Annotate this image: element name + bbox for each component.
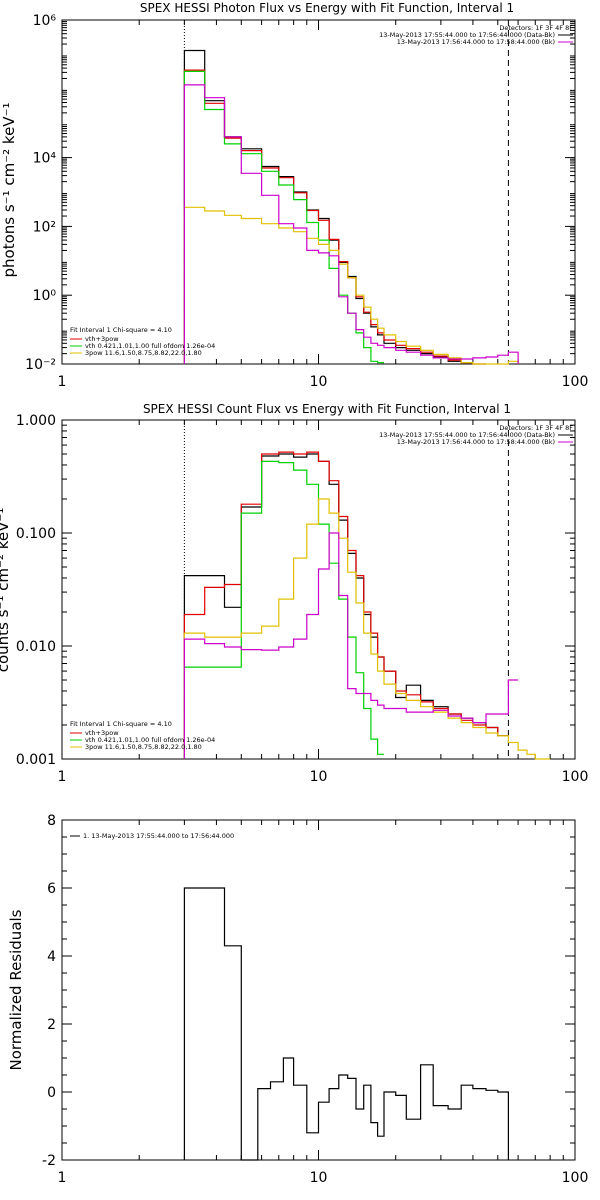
x-tick-label: 10 [310,769,328,785]
y-tick-label: 8 [47,813,56,829]
y-tick-label: 10² [33,219,56,235]
series-data-bk-histogram [183,49,462,364]
photon-flux-series [183,20,519,365]
count-flux-series [183,420,551,760]
x-tick-label: 1 [58,1170,67,1186]
y-tick-label: 10⁰ [33,288,57,304]
legend-detectors: Detectors: 1F 3F 4F 8F [499,24,573,32]
legend-entry-3pow: 3pow 11.6,1.50,8.75,8.82,22.0,1.80 [85,349,202,357]
photon-flux-y-axis-label: photons s⁻¹ cm⁻² keV⁻¹ [0,103,18,278]
y-tick-label: 6 [47,881,56,897]
x-tick-label: 10 [310,374,328,390]
legend-entry-data-bk: 13-May-2013 17:55:44.000 to 17:56:44.000… [379,31,555,39]
residuals-series [183,887,509,1161]
x-tick-label: 1 [58,769,67,785]
count-flux-legend-bottom: Fit Interval 1 Chi-square = 4.10 vth+3po… [70,720,215,751]
y-tick-label: 10⁶ [33,13,57,29]
photon-flux-axis-ticks: 1 10 100 10⁻² 10⁰ 10² 10⁴ 10⁶ [25,13,588,390]
photon-flux-legend-top: Detectors: 1F 3F 4F 8F 13-May-2013 17:55… [379,24,573,46]
x-tick-label: 100 [562,1170,589,1186]
x-tick-label: 1 [58,374,67,390]
y-tick-label: 0.001 [16,752,56,768]
residuals-y-axis-label: Normalized Residuals [7,909,25,1070]
count-flux-y-axis-label: counts s⁻¹ cm⁻² keV⁻¹ [0,508,12,673]
legend-fit-interval: Fit Interval 1 Chi-square = 4.10 [70,326,172,334]
legend-entry-vth3pow: vth+3pow [85,335,119,343]
photon-flux-title: SPEX HESSI Photon Flux vs Energy with Fi… [140,1,514,15]
y-tick-label: 0 [47,1085,56,1101]
legend-entry-vth: vth 0.421,1.01,1.00 full ofdom 1.26e-04 [85,736,215,744]
series-3pow-histogram [183,498,551,760]
legend-entry-bk: 13-May-2013 17:56:44.000 to 17:58:44.000… [397,438,555,446]
series-1-13-may-2013-17-55-44-000-to-17-56-44-000-histogram [183,887,509,1161]
photon-flux-plot-frame [61,19,576,365]
photon-flux-legend-bottom: Fit Interval 1 Chi-square = 4.10 vth+3po… [70,326,215,357]
y-tick-label: 1.000 [16,413,56,429]
series-3pow-histogram [183,206,519,365]
legend-fit-interval: Fit Interval 1 Chi-square = 4.10 [70,720,172,728]
series-vth-histogram [183,460,384,759]
x-tick-label: 100 [562,769,589,785]
count-flux-axis-ticks: 1 10 100 0.001 0.010 0.100 1.000 [16,413,588,785]
y-tick-label: 10⁴ [33,151,57,167]
series-vth-histogram [183,70,384,364]
legend-entry-3pow: 3pow 11.6,1.50,8.75,8.82,22.0,1.80 [85,743,202,751]
y-tick-label: 10⁻² [25,357,56,373]
legend-detectors: Detectors: 1F 3F 4F 8F [499,424,573,432]
legend-entry-data-bk: 13-May-2013 17:55:44.000 to 17:56:44.000… [379,431,555,439]
residuals-panel: Normalized Residuals 1 10 100 -2 0 2 4 6 8 1. 13… [7,813,588,1186]
residuals-legend: 1. 13-May-2013 17:55:44.000 to 17:56:44.… [70,832,234,840]
legend-entry-vth3pow: vth+3pow [85,729,119,737]
x-tick-label: 100 [562,374,589,390]
count-flux-legend-top: Detectors: 1F 3F 4F 8F 13-May-2013 17:55… [379,424,573,446]
series-data-bk-histogram [183,453,509,759]
count-flux-panel: SPEX HESSI Count Flux vs Energy with Fit… [0,402,588,785]
legend-entry-bk: 13-May-2013 17:56:44.000 to 17:58:44.000… [397,38,555,46]
y-tick-label: 0.010 [16,639,56,655]
y-tick-label: 2 [47,1017,56,1033]
series-bk-histogram [183,532,519,759]
series-bk-histogram [183,84,519,364]
y-tick-label: 0.100 [16,526,56,542]
series-vth-3pow-histogram [183,69,486,365]
y-tick-label: -2 [42,1153,56,1169]
residuals-axis-ticks: 1 10 100 -2 0 2 4 6 8 [42,813,588,1186]
series-vth-3pow-histogram [183,451,509,759]
y-tick-label: 4 [47,949,56,965]
legend-entry-residual: 1. 13-May-2013 17:55:44.000 to 17:56:44.… [83,832,234,840]
legend-entry-vth: vth 0.421,1.01,1.00 full ofdom 1.26e-04 [85,342,215,350]
photon-flux-panel: SPEX HESSI Photon Flux vs Energy with Fi… [0,1,588,390]
count-flux-title: SPEX HESSI Count Flux vs Energy with Fit… [143,402,511,416]
x-tick-label: 10 [310,1170,328,1186]
